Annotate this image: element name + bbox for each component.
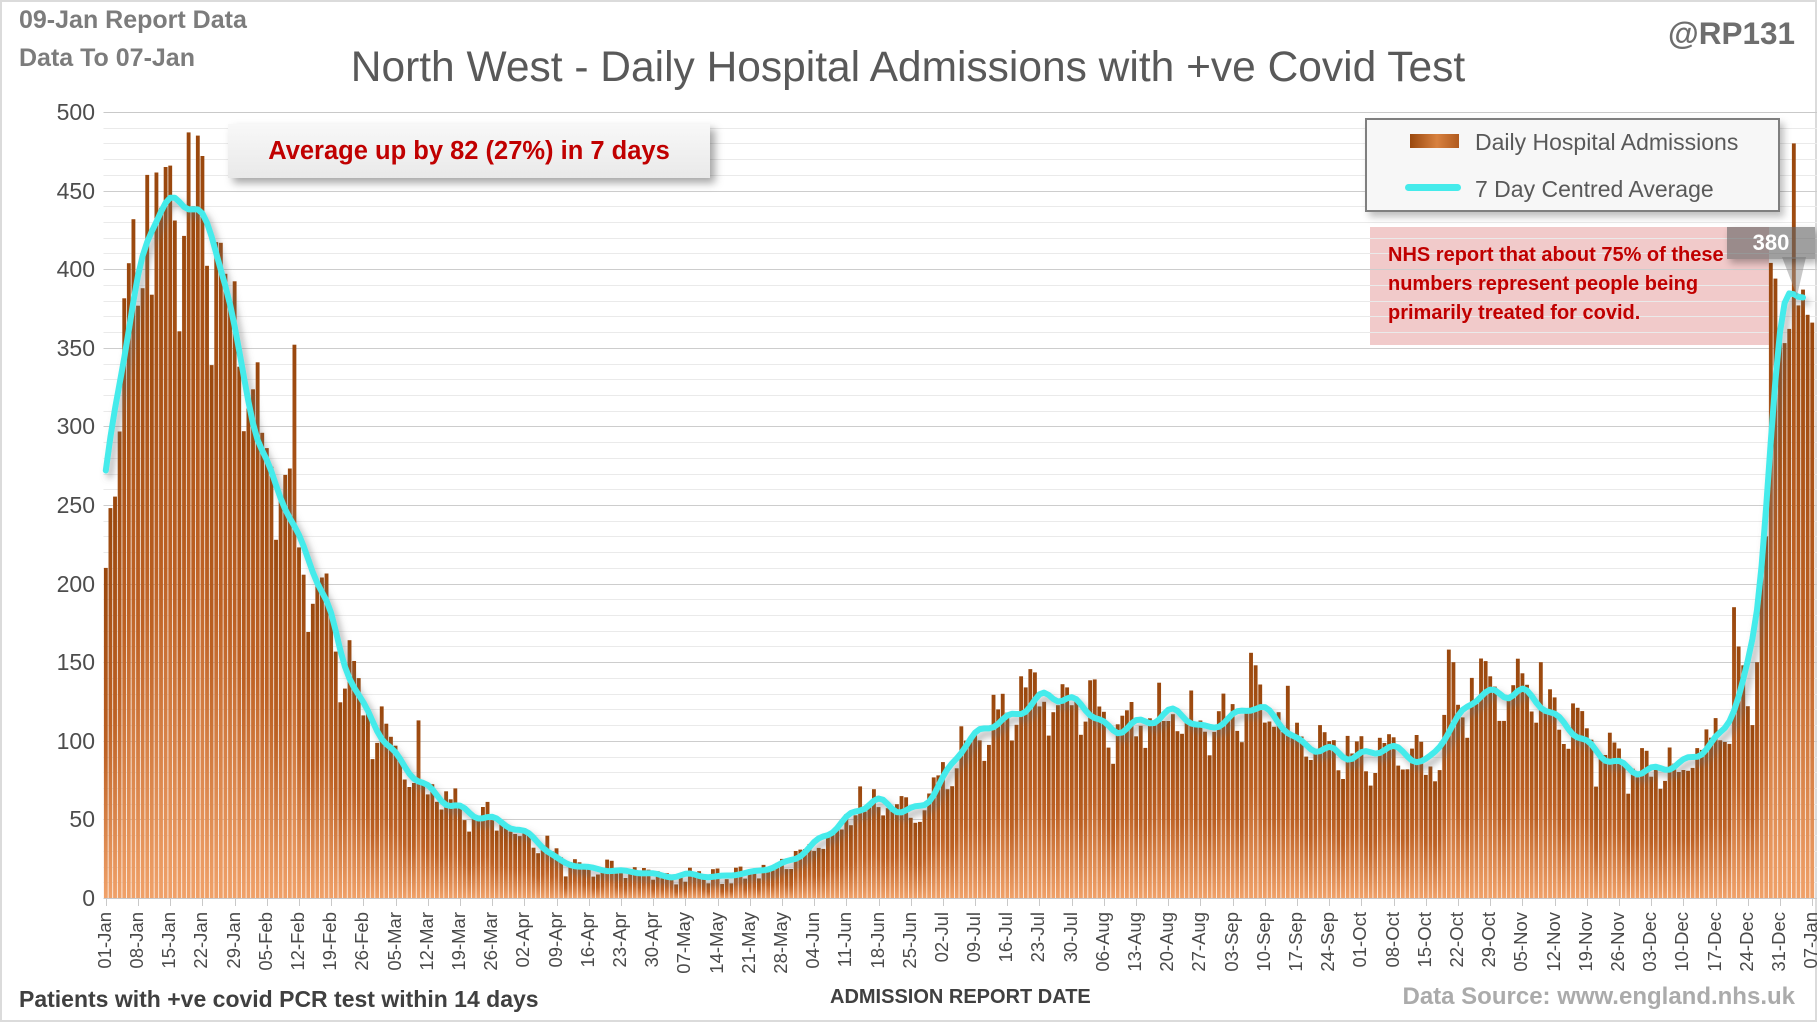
svg-text:05-Nov: 05-Nov xyxy=(1510,911,1531,971)
svg-text:31-Dec: 31-Dec xyxy=(1768,912,1789,972)
svg-text:02-Apr: 02-Apr xyxy=(512,912,533,968)
svg-text:30-Jul: 30-Jul xyxy=(1060,912,1081,962)
svg-text:01-Jan: 01-Jan xyxy=(94,912,115,969)
svg-text:04-Jun: 04-Jun xyxy=(802,912,823,969)
svg-text:19-Nov: 19-Nov xyxy=(1575,911,1596,971)
svg-text:11-Jun: 11-Jun xyxy=(834,912,855,967)
svg-text:09-Apr: 09-Apr xyxy=(545,912,566,968)
svg-text:23-Apr: 23-Apr xyxy=(609,912,630,968)
svg-text:29-Jan: 29-Jan xyxy=(223,912,244,969)
svg-text:24-Dec: 24-Dec xyxy=(1736,912,1757,972)
svg-text:30-Apr: 30-Apr xyxy=(641,912,662,968)
svg-text:16-Jul: 16-Jul xyxy=(995,912,1016,962)
svg-text:15-Jan: 15-Jan xyxy=(158,912,179,969)
svg-text:07-Jan: 07-Jan xyxy=(1800,912,1817,969)
svg-text:17-Sep: 17-Sep xyxy=(1285,912,1306,972)
svg-text:26-Mar: 26-Mar xyxy=(480,912,501,971)
svg-text:27-Aug: 27-Aug xyxy=(1188,912,1209,972)
svg-text:10-Sep: 10-Sep xyxy=(1253,912,1274,972)
svg-text:19-Mar: 19-Mar xyxy=(448,912,469,971)
svg-text:12-Feb: 12-Feb xyxy=(287,912,308,971)
svg-text:03-Dec: 03-Dec xyxy=(1639,912,1660,972)
svg-text:18-Jun: 18-Jun xyxy=(867,912,888,969)
svg-text:26-Feb: 26-Feb xyxy=(351,912,372,971)
svg-text:20-Aug: 20-Aug xyxy=(1156,912,1177,972)
svg-text:28-May: 28-May xyxy=(770,911,791,973)
svg-text:15-Oct: 15-Oct xyxy=(1414,912,1435,968)
svg-text:23-Jul: 23-Jul xyxy=(1027,912,1048,962)
svg-text:19-Feb: 19-Feb xyxy=(319,912,340,971)
svg-text:25-Jun: 25-Jun xyxy=(899,912,920,969)
svg-text:14-May: 14-May xyxy=(706,911,727,973)
svg-text:02-Jul: 02-Jul xyxy=(931,912,952,962)
svg-text:10-Dec: 10-Dec xyxy=(1671,912,1692,972)
svg-text:17-Dec: 17-Dec xyxy=(1704,912,1725,972)
svg-text:01-Oct: 01-Oct xyxy=(1349,912,1370,968)
svg-text:08-Jan: 08-Jan xyxy=(126,912,147,969)
svg-text:24-Sep: 24-Sep xyxy=(1317,912,1338,972)
svg-text:09-Jul: 09-Jul xyxy=(963,912,984,962)
svg-text:22-Oct: 22-Oct xyxy=(1446,912,1467,968)
svg-text:12-Mar: 12-Mar xyxy=(416,912,437,971)
svg-text:05-Feb: 05-Feb xyxy=(255,912,276,971)
svg-text:05-Mar: 05-Mar xyxy=(384,912,405,971)
svg-text:26-Nov: 26-Nov xyxy=(1607,911,1628,971)
svg-text:08-Oct: 08-Oct xyxy=(1382,912,1403,968)
svg-text:07-May: 07-May xyxy=(673,911,694,973)
svg-text:06-Aug: 06-Aug xyxy=(1092,912,1113,972)
svg-text:03-Sep: 03-Sep xyxy=(1221,912,1242,972)
svg-text:29-Oct: 29-Oct xyxy=(1478,912,1499,968)
svg-text:21-May: 21-May xyxy=(738,911,759,973)
svg-text:13-Aug: 13-Aug xyxy=(1124,912,1145,972)
svg-text:16-Apr: 16-Apr xyxy=(577,912,598,968)
svg-text:12-Nov: 12-Nov xyxy=(1543,911,1564,971)
svg-text:22-Jan: 22-Jan xyxy=(190,912,211,969)
